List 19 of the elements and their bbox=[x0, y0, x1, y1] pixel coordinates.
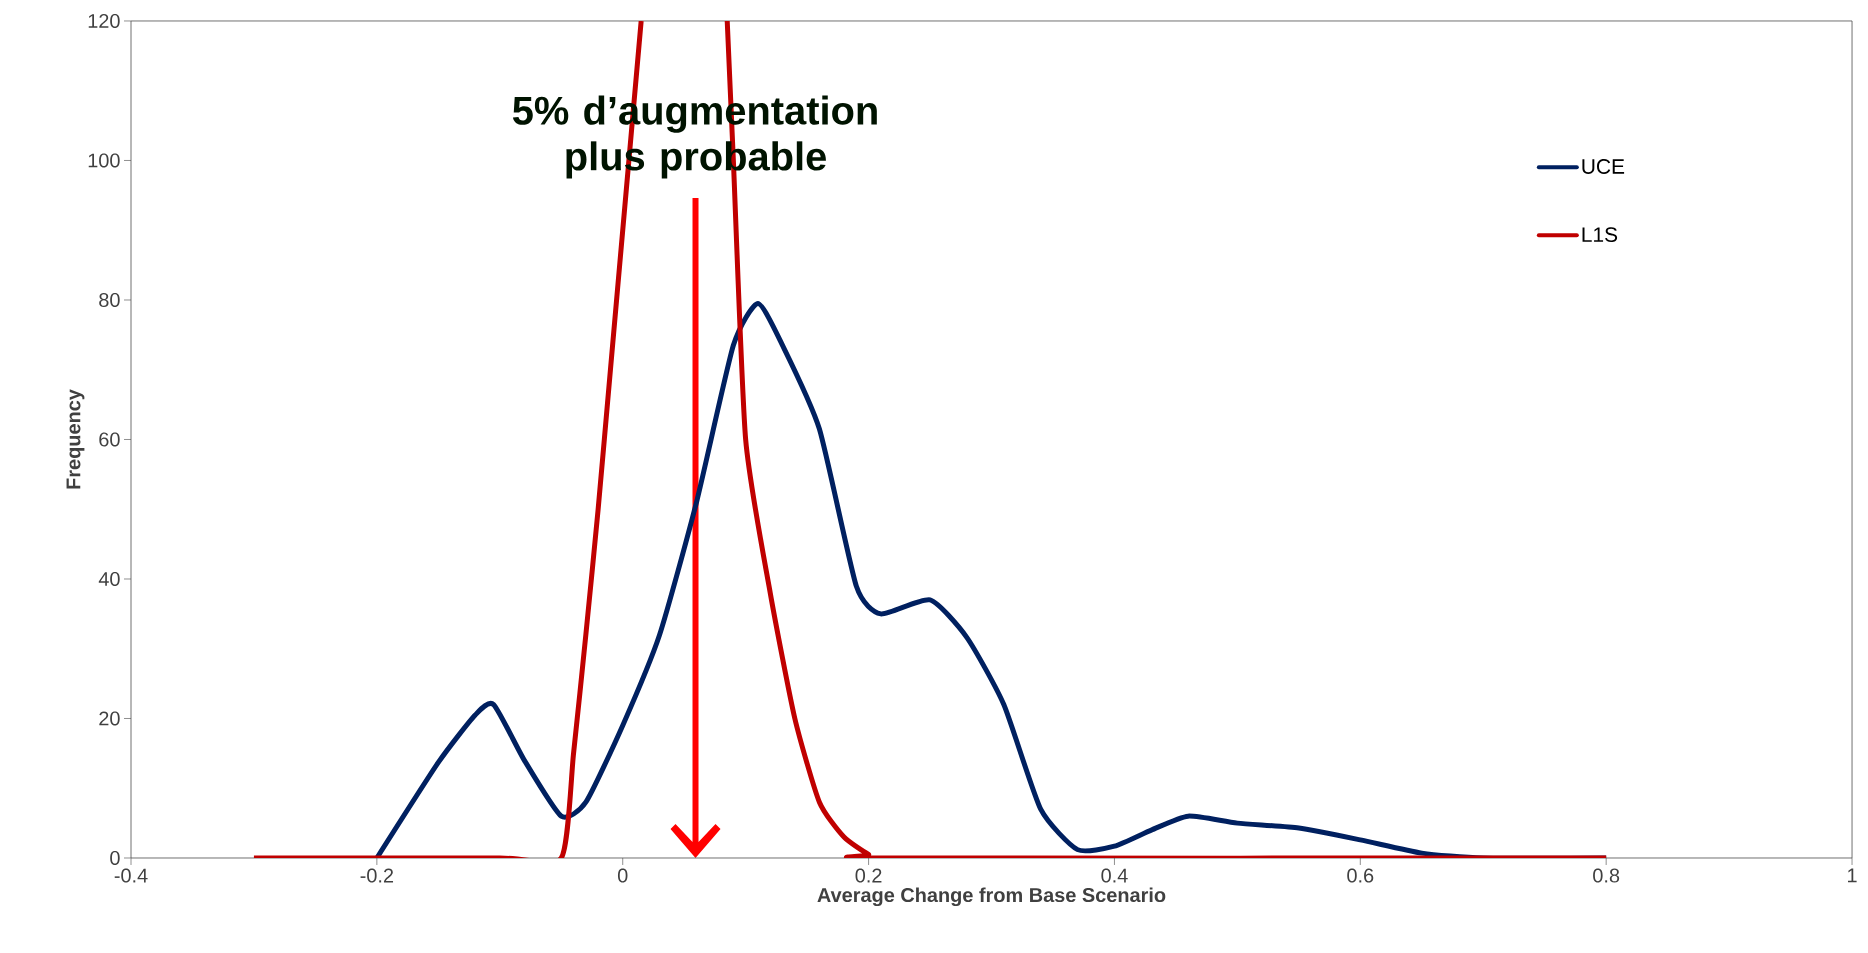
x-tick-label: -0.2 bbox=[360, 868, 394, 883]
y-axis-title: Frequency bbox=[66, 389, 85, 489]
x-tick-label: -0.4 bbox=[114, 868, 148, 883]
legend-label: UCE bbox=[1582, 159, 1625, 174]
y-tick-label: 40 bbox=[98, 571, 120, 587]
y-tick-label: 80 bbox=[99, 292, 120, 308]
x-tick-label: 0 bbox=[617, 868, 628, 883]
y-tick-label: 0 bbox=[110, 850, 120, 866]
x-tick-label: 0.2 bbox=[855, 868, 882, 883]
x-tick-label: 0.6 bbox=[1347, 868, 1374, 883]
y-tick-label: 20 bbox=[99, 711, 120, 726]
y-tick-label: 120 bbox=[88, 13, 120, 29]
legend-label: L1S bbox=[1582, 227, 1618, 242]
x-tick-label: 0.8 bbox=[1593, 868, 1620, 883]
y-tick-label: 60 bbox=[99, 432, 120, 447]
x-tick-label: 0.4 bbox=[1101, 868, 1128, 883]
y-tick-label: 100 bbox=[88, 153, 120, 168]
x-axis-title: Average Change from Base Scenario bbox=[817, 887, 1166, 907]
x-tick-label: 1 bbox=[1848, 868, 1857, 883]
